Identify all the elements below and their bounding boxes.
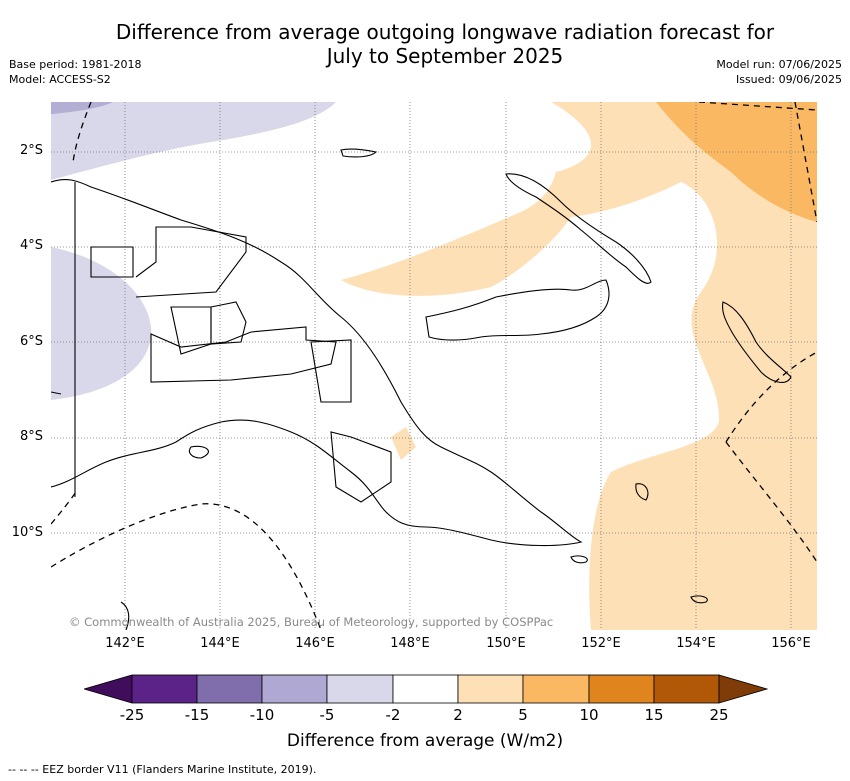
title-line-2: July to September 2025 [326, 44, 564, 68]
run-info: Model run: 07/06/2025 Issued: 09/06/2025 [716, 57, 842, 87]
colorbar-bin [196, 674, 263, 704]
colorbar-bin [588, 674, 655, 704]
issued-date: Issued: 09/06/2025 [735, 73, 842, 86]
lon-label-142e: 142°E [105, 636, 145, 651]
lat-label-6s: 6°S [19, 334, 43, 349]
colorbar-bin [457, 674, 524, 704]
lon-label-148e: 148°E [390, 636, 430, 651]
eez-legend: -- -- -- EEZ border V11 (Flanders Marine… [8, 763, 317, 776]
colorbar-tick: 25 [709, 706, 729, 724]
lat-label-8s: 8°S [19, 429, 43, 444]
colorbar-tick: -25 [119, 706, 145, 724]
lon-label-150e: 150°E [486, 636, 526, 651]
new-britain-coast [425, 279, 610, 341]
lon-label-156e: 156°E [771, 636, 811, 651]
lon-label-144e: 144°E [200, 636, 240, 651]
lon-label-154e: 154°E [676, 636, 716, 651]
lon-label-152e: 152°E [581, 636, 621, 651]
colorbar-tick: -2 [385, 706, 401, 724]
colorbar-bin [261, 674, 328, 704]
colorbar-bin [522, 674, 590, 704]
lon-label-146e: 146°E [295, 636, 335, 651]
negative-anomaly-west [51, 247, 152, 400]
colorbar-min-arrow [84, 674, 133, 704]
colorbar-bin [326, 674, 394, 704]
colorbar-tick: -5 [319, 706, 335, 724]
lat-label-10s: 10°S [11, 525, 43, 540]
coastlines [51, 148, 792, 630]
colorbar-max-arrow [718, 674, 769, 704]
map-title: Difference from average outgoing longwav… [60, 20, 830, 68]
lat-label-2s: 2°S [19, 143, 43, 158]
manus-coast [340, 148, 378, 158]
bougainville-coast [722, 301, 792, 383]
graticule [51, 102, 817, 630]
model-name: Model: ACCESS-S2 [9, 73, 111, 86]
base-period: Base period: 1981-2018 [9, 58, 142, 71]
colorbar-bin [131, 674, 198, 704]
colorbar-bin [653, 674, 720, 704]
model-run: Model run: 07/06/2025 [716, 58, 842, 71]
colorbar-bin [392, 674, 459, 704]
colorbar-label: Difference from average (W/m2) [286, 731, 564, 751]
copyright-credit: © Commonwealth of Australia 2025, Bureau… [69, 615, 554, 629]
model-info: Base period: 1981-2018 Model: ACCESS-S2 [9, 57, 141, 87]
colorbar-tick: -10 [249, 706, 275, 724]
positive-anomaly-png-spot [391, 427, 416, 460]
positive-anomaly-east [341, 102, 817, 630]
title-line-1: Difference from average outgoing longwav… [115, 20, 775, 44]
map-canvas [51, 102, 817, 630]
lat-label-4s: 4°S [19, 238, 43, 253]
colorbar-tick: 2 [453, 706, 463, 724]
colorbar-tick: 5 [518, 706, 528, 724]
colorbar [84, 674, 769, 704]
colorbar-tick: -15 [184, 706, 210, 724]
colorbar-tick: 15 [644, 706, 664, 724]
new-ireland-coast [505, 173, 652, 284]
negative-anomaly-north-strong [51, 102, 113, 114]
eez-borders [51, 102, 817, 630]
colorbar-tick: 10 [579, 706, 599, 724]
negative-anomaly-north [51, 102, 336, 180]
new-guinea-coast [51, 178, 583, 547]
